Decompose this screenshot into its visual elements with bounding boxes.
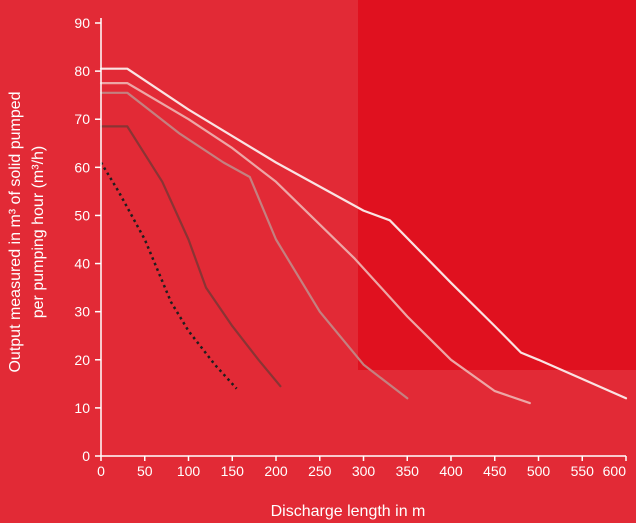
x-tick-label: 450 bbox=[483, 463, 507, 479]
x-tick-label: 200 bbox=[264, 463, 288, 479]
axes-layer: 0 10 20 30 40 50 60 70 80 90 0 50 100 150 200 250 300 350… bbox=[74, 15, 627, 479]
series-line-4 bbox=[99, 125, 282, 388]
x-tick-label: 600 bbox=[603, 463, 627, 479]
y-axis-title-line-1: Output measured in m³ of solid pumped bbox=[7, 91, 24, 372]
series-layer bbox=[99, 67, 628, 405]
y-axis-title-line-2: per pumping hour (m³/h) bbox=[30, 146, 47, 319]
y-tick-label: 10 bbox=[74, 400, 90, 416]
x-tick-label: 100 bbox=[177, 463, 201, 479]
y-tick-label: 90 bbox=[74, 15, 90, 31]
series-line-1 bbox=[99, 67, 628, 400]
y-tick-label: 40 bbox=[74, 256, 90, 272]
x-tick-label: 500 bbox=[527, 463, 551, 479]
x-tick-label: 350 bbox=[396, 463, 420, 479]
x-tick-label: 300 bbox=[352, 463, 376, 479]
series-line-2 bbox=[99, 81, 531, 405]
y-tick-label: 50 bbox=[74, 207, 90, 223]
x-tick-label: 400 bbox=[439, 463, 463, 479]
y-tick-label: 0 bbox=[82, 448, 90, 464]
x-tick-label: 150 bbox=[221, 463, 245, 479]
x-tick-label: 0 bbox=[97, 463, 105, 479]
x-tick-label: 250 bbox=[308, 463, 332, 479]
y-tick-label: 70 bbox=[74, 111, 90, 127]
y-tick-label: 30 bbox=[74, 304, 90, 320]
x-axis-title: Discharge length in m bbox=[271, 503, 426, 520]
highlight-panel bbox=[358, 0, 636, 370]
y-tick-label: 20 bbox=[74, 352, 90, 368]
x-tick-label: 550 bbox=[571, 463, 595, 479]
y-tick-label: 60 bbox=[74, 159, 90, 175]
series-line-3 bbox=[99, 91, 409, 400]
x-tick-label: 50 bbox=[137, 463, 153, 479]
series-line-5 bbox=[99, 161, 238, 390]
y-tick-label: 80 bbox=[74, 63, 90, 79]
